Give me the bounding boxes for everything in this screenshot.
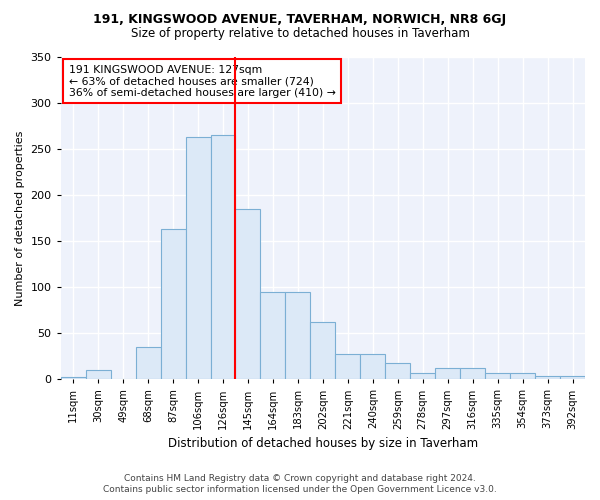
Bar: [86, 370, 110, 380]
Bar: [185, 136, 211, 380]
Bar: [485, 373, 510, 380]
X-axis label: Distribution of detached houses by size in Taverham: Distribution of detached houses by size …: [168, 437, 478, 450]
Bar: [136, 347, 161, 380]
Text: 191, KINGSWOOD AVENUE, TAVERHAM, NORWICH, NR8 6GJ: 191, KINGSWOOD AVENUE, TAVERHAM, NORWICH…: [94, 12, 506, 26]
Bar: [460, 368, 485, 380]
Text: 191 KINGSWOOD AVENUE: 127sqm
← 63% of detached houses are smaller (724)
36% of s: 191 KINGSWOOD AVENUE: 127sqm ← 63% of de…: [68, 64, 335, 98]
Y-axis label: Number of detached properties: Number of detached properties: [15, 130, 25, 306]
Bar: [510, 373, 535, 380]
Bar: [335, 354, 361, 380]
Bar: [385, 362, 410, 380]
Bar: [211, 135, 235, 380]
Bar: [560, 376, 585, 380]
Bar: [410, 373, 435, 380]
Bar: [535, 376, 560, 380]
Text: Size of property relative to detached houses in Taverham: Size of property relative to detached ho…: [131, 28, 469, 40]
Text: Contains HM Land Registry data © Crown copyright and database right 2024.
Contai: Contains HM Land Registry data © Crown c…: [103, 474, 497, 494]
Bar: [61, 378, 86, 380]
Bar: [235, 208, 260, 380]
Bar: [286, 292, 310, 380]
Bar: [435, 368, 460, 380]
Bar: [310, 322, 335, 380]
Bar: [161, 229, 185, 380]
Bar: [260, 292, 286, 380]
Bar: [361, 354, 385, 380]
